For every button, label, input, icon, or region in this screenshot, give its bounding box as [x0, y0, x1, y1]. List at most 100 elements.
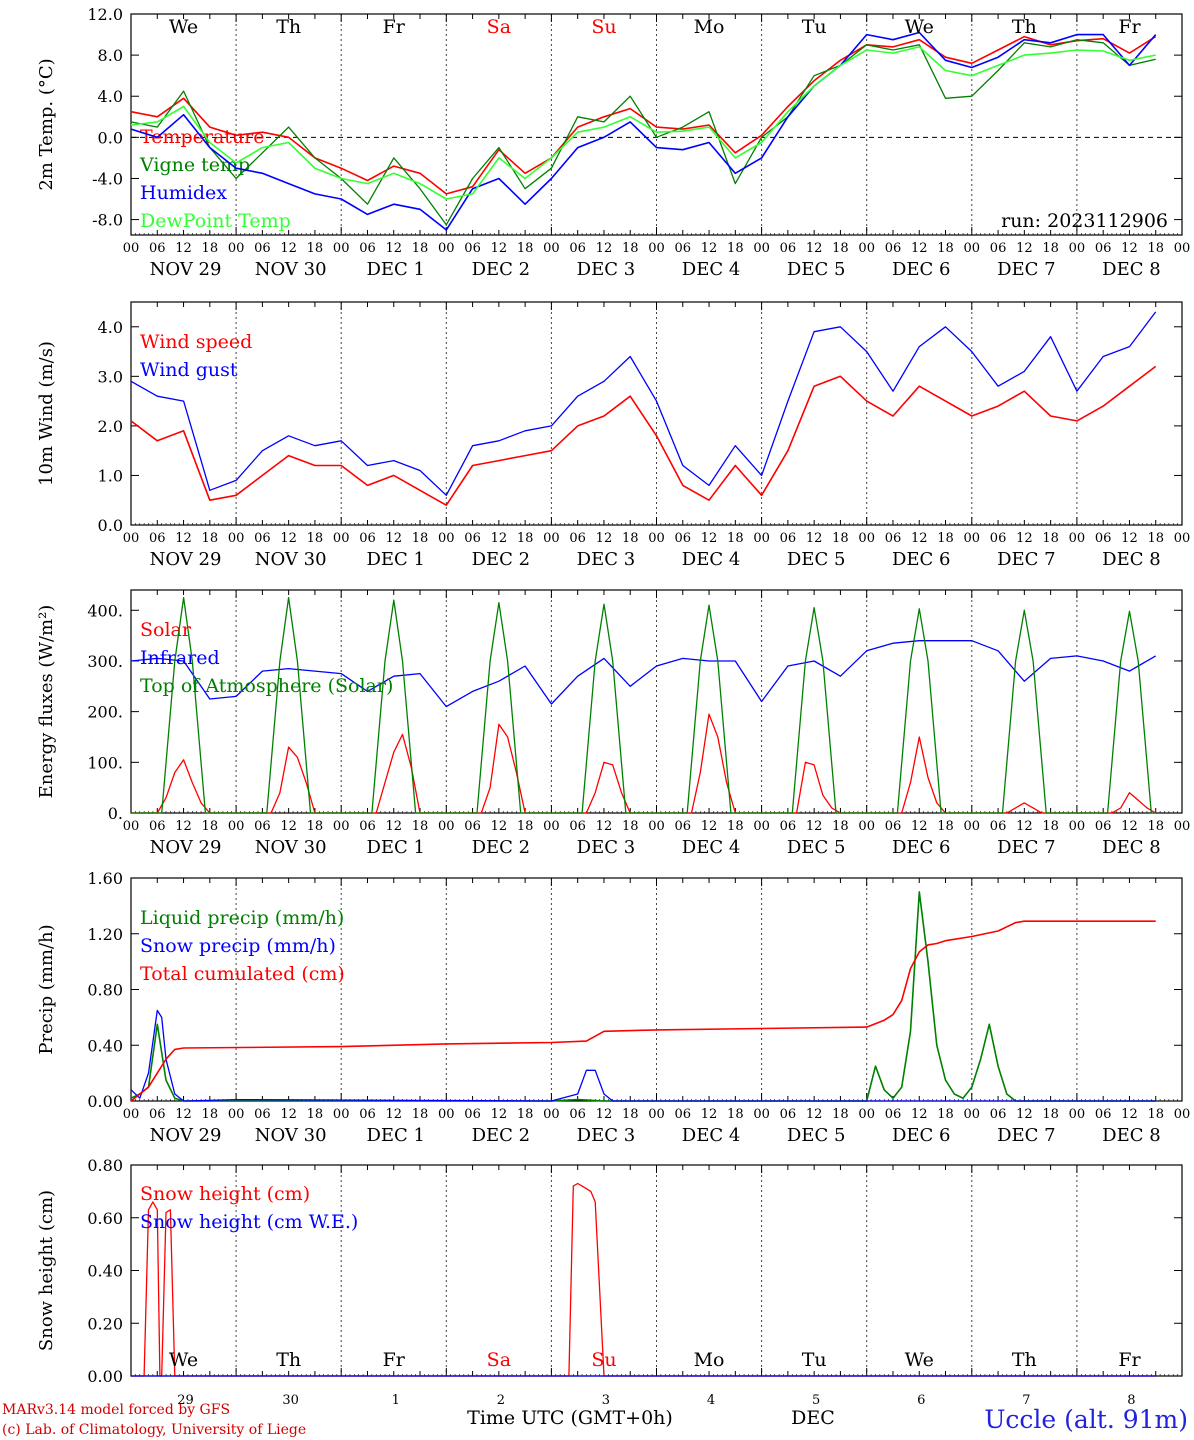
- series-line-vigne-temp: [130, 39, 1156, 226]
- weekday-label-bottom: Th: [1012, 1349, 1037, 1371]
- legend-entry: Total cumulated (cm): [140, 963, 345, 985]
- weekday-label-bottom: We: [169, 1349, 198, 1371]
- x-tick-label: 06: [254, 819, 271, 834]
- y-tick-label: 100.: [87, 753, 123, 772]
- x-tick-label: 00: [858, 531, 875, 546]
- y-tick-label: 2.0: [98, 417, 123, 436]
- chart-panel-2: 0.0 1.0 2.0 3.0 4.0 10m Wind (m/s) Wind speed W…: [36, 301, 1190, 570]
- x-tick-label: 00: [1069, 819, 1086, 834]
- x-tick-label: 18: [622, 241, 639, 256]
- y-tick-label: 12.0: [87, 5, 123, 24]
- x-tick-label: 12: [280, 819, 297, 834]
- x-date-label: DEC 2: [472, 1125, 531, 1146]
- x-tick-label: 12: [491, 241, 508, 256]
- x-tick-label: 00: [648, 241, 665, 256]
- weekday-label-bottom: Fr: [1118, 1349, 1141, 1371]
- x-date-label: NOV 30: [255, 259, 327, 280]
- x-tick-label: 12: [175, 531, 192, 546]
- x-tick-label: 00: [1069, 531, 1086, 546]
- x-tick-label: 12: [175, 819, 192, 834]
- x-tick-label: 18: [202, 241, 219, 256]
- y-axis-title: 2m Temp. (°C): [36, 58, 57, 190]
- x-tick-label: 18: [412, 819, 429, 834]
- y-tick-label: 0.20: [87, 1314, 123, 1333]
- credit-line-2: (c) Lab. of Climatology, University of L…: [2, 1422, 306, 1438]
- y-tick-label: 0.80: [87, 1156, 123, 1175]
- x-tick-label: 00: [543, 819, 560, 834]
- x-tick-label: 12: [1016, 1107, 1033, 1122]
- x-tick-label: 06: [675, 1107, 692, 1122]
- weekday-label-bottom: We: [905, 1349, 934, 1371]
- x-tick-label: 06: [254, 531, 271, 546]
- x-tick-label: 12: [911, 819, 928, 834]
- x-date-label: DEC 1: [366, 837, 425, 858]
- y-tick-label: 400.: [87, 601, 123, 620]
- x-tick-label: 12: [806, 819, 823, 834]
- x-tick-label: 12: [385, 241, 402, 256]
- weekday-label-bottom: Th: [276, 1349, 301, 1371]
- series-line-solar: [131, 713, 1157, 814]
- weekday-label-bottom: Su: [591, 1349, 616, 1371]
- x-tick-label: 00: [123, 241, 140, 256]
- weekday-label-bottom: Tu: [802, 1349, 827, 1371]
- x-tick-label: 06: [675, 531, 692, 546]
- x-tick-label: 06: [149, 531, 166, 546]
- y-tick-label: 4.0: [98, 318, 123, 337]
- y-tick-label: 1.60: [87, 869, 123, 888]
- x-tick-label: 06: [885, 531, 902, 546]
- x-tick-label: 00: [543, 241, 560, 256]
- y-axis-title: Energy fluxes (W/m²): [36, 605, 57, 799]
- x-tick-label: 00: [333, 241, 350, 256]
- x-tick-label: 18: [1147, 241, 1164, 256]
- x-tick-label: 18: [307, 241, 324, 256]
- x-date-label: DEC 4: [682, 837, 741, 858]
- y-tick-label: 3.0: [98, 367, 123, 386]
- legend-entry: Wind speed: [140, 331, 252, 353]
- x-tick-label: 18: [412, 531, 429, 546]
- x-date-label: DEC 3: [577, 1125, 636, 1146]
- x-tick-label: 06: [359, 819, 376, 834]
- chart-panels: -8.0-4.00.04.08.012.02m Temp. (°C) Temper…: [36, 5, 1190, 1408]
- x-tick-label: 18: [832, 531, 849, 546]
- x-tick-label: 00: [753, 1107, 770, 1122]
- x-date-label: DEC 8: [1102, 837, 1161, 858]
- x-tick-label: 06: [885, 1107, 902, 1122]
- x-tick-label: 00: [333, 1107, 350, 1122]
- x-tick-label: 18: [727, 241, 744, 256]
- x-date-label: DEC 8: [1102, 549, 1161, 570]
- x-tick-label: 00: [228, 819, 245, 834]
- y-axis-title: 10m Wind (m/s): [36, 341, 57, 486]
- x-date-label: DEC 8: [1102, 259, 1161, 280]
- x-tick-label: 00: [438, 819, 455, 834]
- x-tick-label: 00: [648, 531, 665, 546]
- legend-entry: Top of Atmosphere (Solar): [140, 675, 393, 697]
- weekday-label-bottom: Fr: [383, 1349, 406, 1371]
- x-tick-label: 12: [385, 819, 402, 834]
- legend-entry: DewPoint Temp: [140, 210, 291, 232]
- x-tick-label: 12: [911, 1107, 928, 1122]
- chart-panel-3: 0. 100. 200. 300. 400. Energy fluxes (W/m²) So…: [36, 589, 1190, 858]
- x-tick-label: 06: [675, 819, 692, 834]
- x-daynum-label: 29: [177, 1393, 194, 1408]
- weekday-label-bottom: Sa: [487, 1349, 511, 1371]
- x-tick-label: 18: [307, 531, 324, 546]
- x-tick-label: 12: [385, 531, 402, 546]
- y-tick-label: 0.: [108, 804, 123, 823]
- series-line-top-of-atmosphere-solar: [131, 596, 1156, 814]
- x-date-label: NOV 29: [150, 1125, 222, 1146]
- month-label: DEC: [791, 1407, 835, 1429]
- x-date-label: DEC 6: [892, 259, 951, 280]
- x-tick-label: 18: [1147, 819, 1164, 834]
- station-label: Uccle (alt. 91m): [984, 1405, 1188, 1434]
- series-line-infrared: [130, 640, 1157, 708]
- x-tick-label: 06: [464, 531, 481, 546]
- y-tick-label: 4.0: [98, 87, 123, 106]
- x-tick-label: 18: [727, 819, 744, 834]
- x-tick-label: 12: [1016, 531, 1033, 546]
- x-tick-label: 18: [202, 1107, 219, 1122]
- x-daynum-label: 2: [497, 1393, 505, 1408]
- x-tick-label: 06: [1095, 531, 1112, 546]
- x-date-label: DEC 8: [1102, 1125, 1161, 1146]
- x-tick-label: 06: [149, 241, 166, 256]
- x-tick-label: 12: [1121, 241, 1138, 256]
